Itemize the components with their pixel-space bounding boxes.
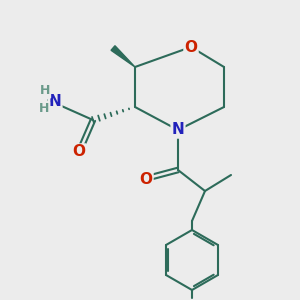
Text: H: H: [39, 103, 49, 116]
Text: O: O: [73, 145, 85, 160]
Text: H: H: [40, 85, 50, 98]
Text: N: N: [49, 94, 62, 109]
Text: O: O: [184, 40, 197, 55]
Polygon shape: [111, 46, 135, 67]
Text: O: O: [140, 172, 152, 187]
Text: N: N: [172, 122, 184, 137]
